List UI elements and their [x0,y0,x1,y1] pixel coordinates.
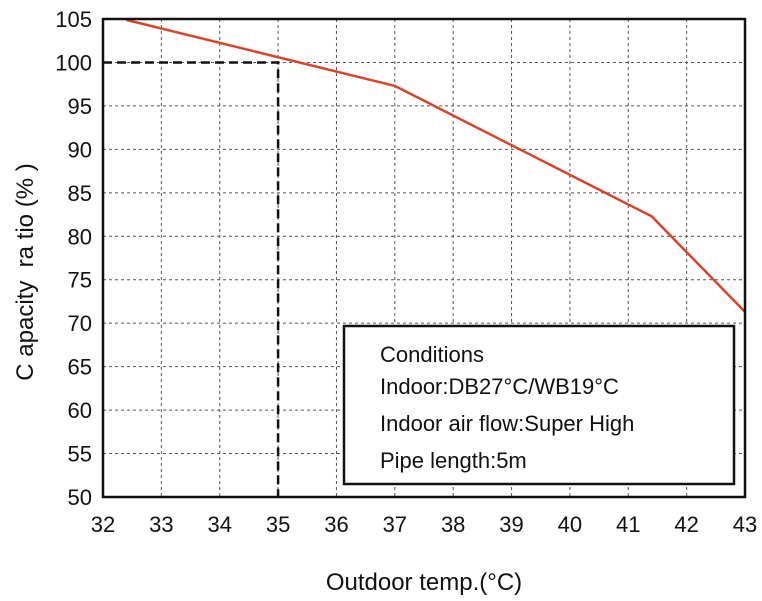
x-tick-label: 43 [733,512,757,537]
conditions-box: Conditions Indoor:DB27°C/WB19°C Indoor a… [342,324,736,486]
y-tick-label: 100 [55,50,92,75]
x-tick-label: 37 [383,512,407,537]
x-tick-label: 39 [499,512,523,537]
y-tick-label: 50 [68,485,92,510]
conditions-box-frame [342,324,736,486]
y-tick-label: 90 [68,137,92,162]
y-tick-label: 65 [68,355,92,380]
data-series [126,18,746,313]
x-tick-labels: 32 33 34 35 36 37 38 39 40 41 42 43 [91,512,757,537]
y-axis-title: C apacity ra tio (% ) [12,163,39,380]
x-tick-label: 40 [558,512,582,537]
conditions-indoor-temp: Indoor:DB27°C/WB19°C [380,374,619,399]
plot-area-frame [101,17,747,499]
x-tick-label: 41 [616,512,640,537]
x-tick-label: 36 [324,512,348,537]
y-tick-label: 95 [68,94,92,119]
y-tick-label: 70 [68,311,92,336]
x-tick-label: 38 [441,512,465,537]
y-tick-label: 55 [68,442,92,467]
x-tick-label: 32 [91,512,115,537]
y-tick-label: 60 [68,398,92,423]
y-tick-labels: 50 55 60 65 70 75 80 85 90 95 100 105 [55,7,92,510]
x-tick-label: 35 [266,512,290,537]
capacity-ratio-line [126,18,746,313]
y-tick-label: 75 [68,268,92,293]
conditions-pipe-length: Pipe length:5m [380,448,527,473]
conditions-title: Conditions [380,342,484,367]
y-tick-label: 105 [55,7,92,32]
reference-dashed-line [103,61,280,497]
y-tick-label: 80 [68,224,92,249]
x-axis-title: Outdoor temp.(°C) [326,569,522,596]
y-tick-label: 85 [68,181,92,206]
reference-lines [103,61,280,497]
x-tick-label: 34 [207,512,231,537]
x-tick-label: 42 [674,512,698,537]
conditions-air-flow: Indoor air flow:Super High [380,411,634,436]
x-tick-label: 33 [149,512,173,537]
